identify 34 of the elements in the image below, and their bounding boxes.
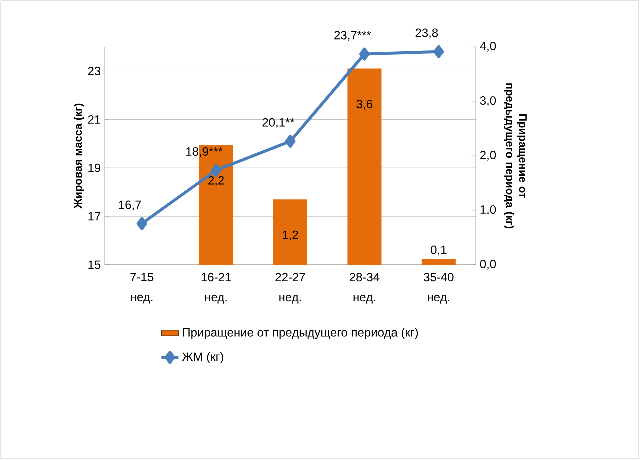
- data-label: 2,2: [208, 176, 224, 186]
- data-label: 16,7: [119, 200, 142, 211]
- point: [136, 217, 148, 230]
- y2-axis-title: Приращение от предыдущего периода (кг): [504, 84, 527, 229]
- y2-tick-label: 2,0: [480, 151, 496, 161]
- y2-tick-label: 4,0: [480, 42, 496, 52]
- point: [434, 45, 444, 58]
- y-tick-label: 17: [88, 212, 101, 221]
- x-tick-label: 7-15 нед.: [130, 273, 154, 304]
- bar: [274, 200, 308, 265]
- y-axis-title: Жировая масса (кг): [74, 104, 84, 209]
- y-tick-label: 15: [88, 260, 101, 270]
- data-label: 1,2: [283, 230, 298, 241]
- x-tick-label: 28-34 нед.: [350, 273, 380, 304]
- point: [285, 134, 296, 148]
- y2-tick-label: 3,0: [480, 96, 496, 106]
- point: [359, 48, 370, 61]
- data-label: 23,8: [416, 28, 438, 39]
- data-label: 23,7***: [334, 31, 372, 42]
- x-tick-label: 16-21 нед.: [202, 273, 232, 304]
- y-tick-label: 23: [88, 66, 101, 76]
- y2-tick-label: 0,0: [480, 260, 496, 270]
- bar: [348, 68, 382, 265]
- data-label: 3,6: [356, 100, 373, 110]
- data-label: 0,1: [431, 246, 447, 256]
- legend-label: ЖМ (кг): [182, 352, 224, 364]
- data-label: 20,1**: [262, 118, 295, 128]
- x-tick-label: 35-40 нед.: [424, 273, 454, 304]
- y-tick-label: 19: [88, 164, 101, 172]
- bar: [422, 260, 456, 265]
- y-tick-label: 21: [88, 115, 101, 124]
- legend-label: Приращение от предыдущего периода (кг): [183, 328, 418, 340]
- y2-tick-label: 1,0: [480, 206, 496, 216]
- x-tick-label: 22-27 нед.: [276, 273, 306, 304]
